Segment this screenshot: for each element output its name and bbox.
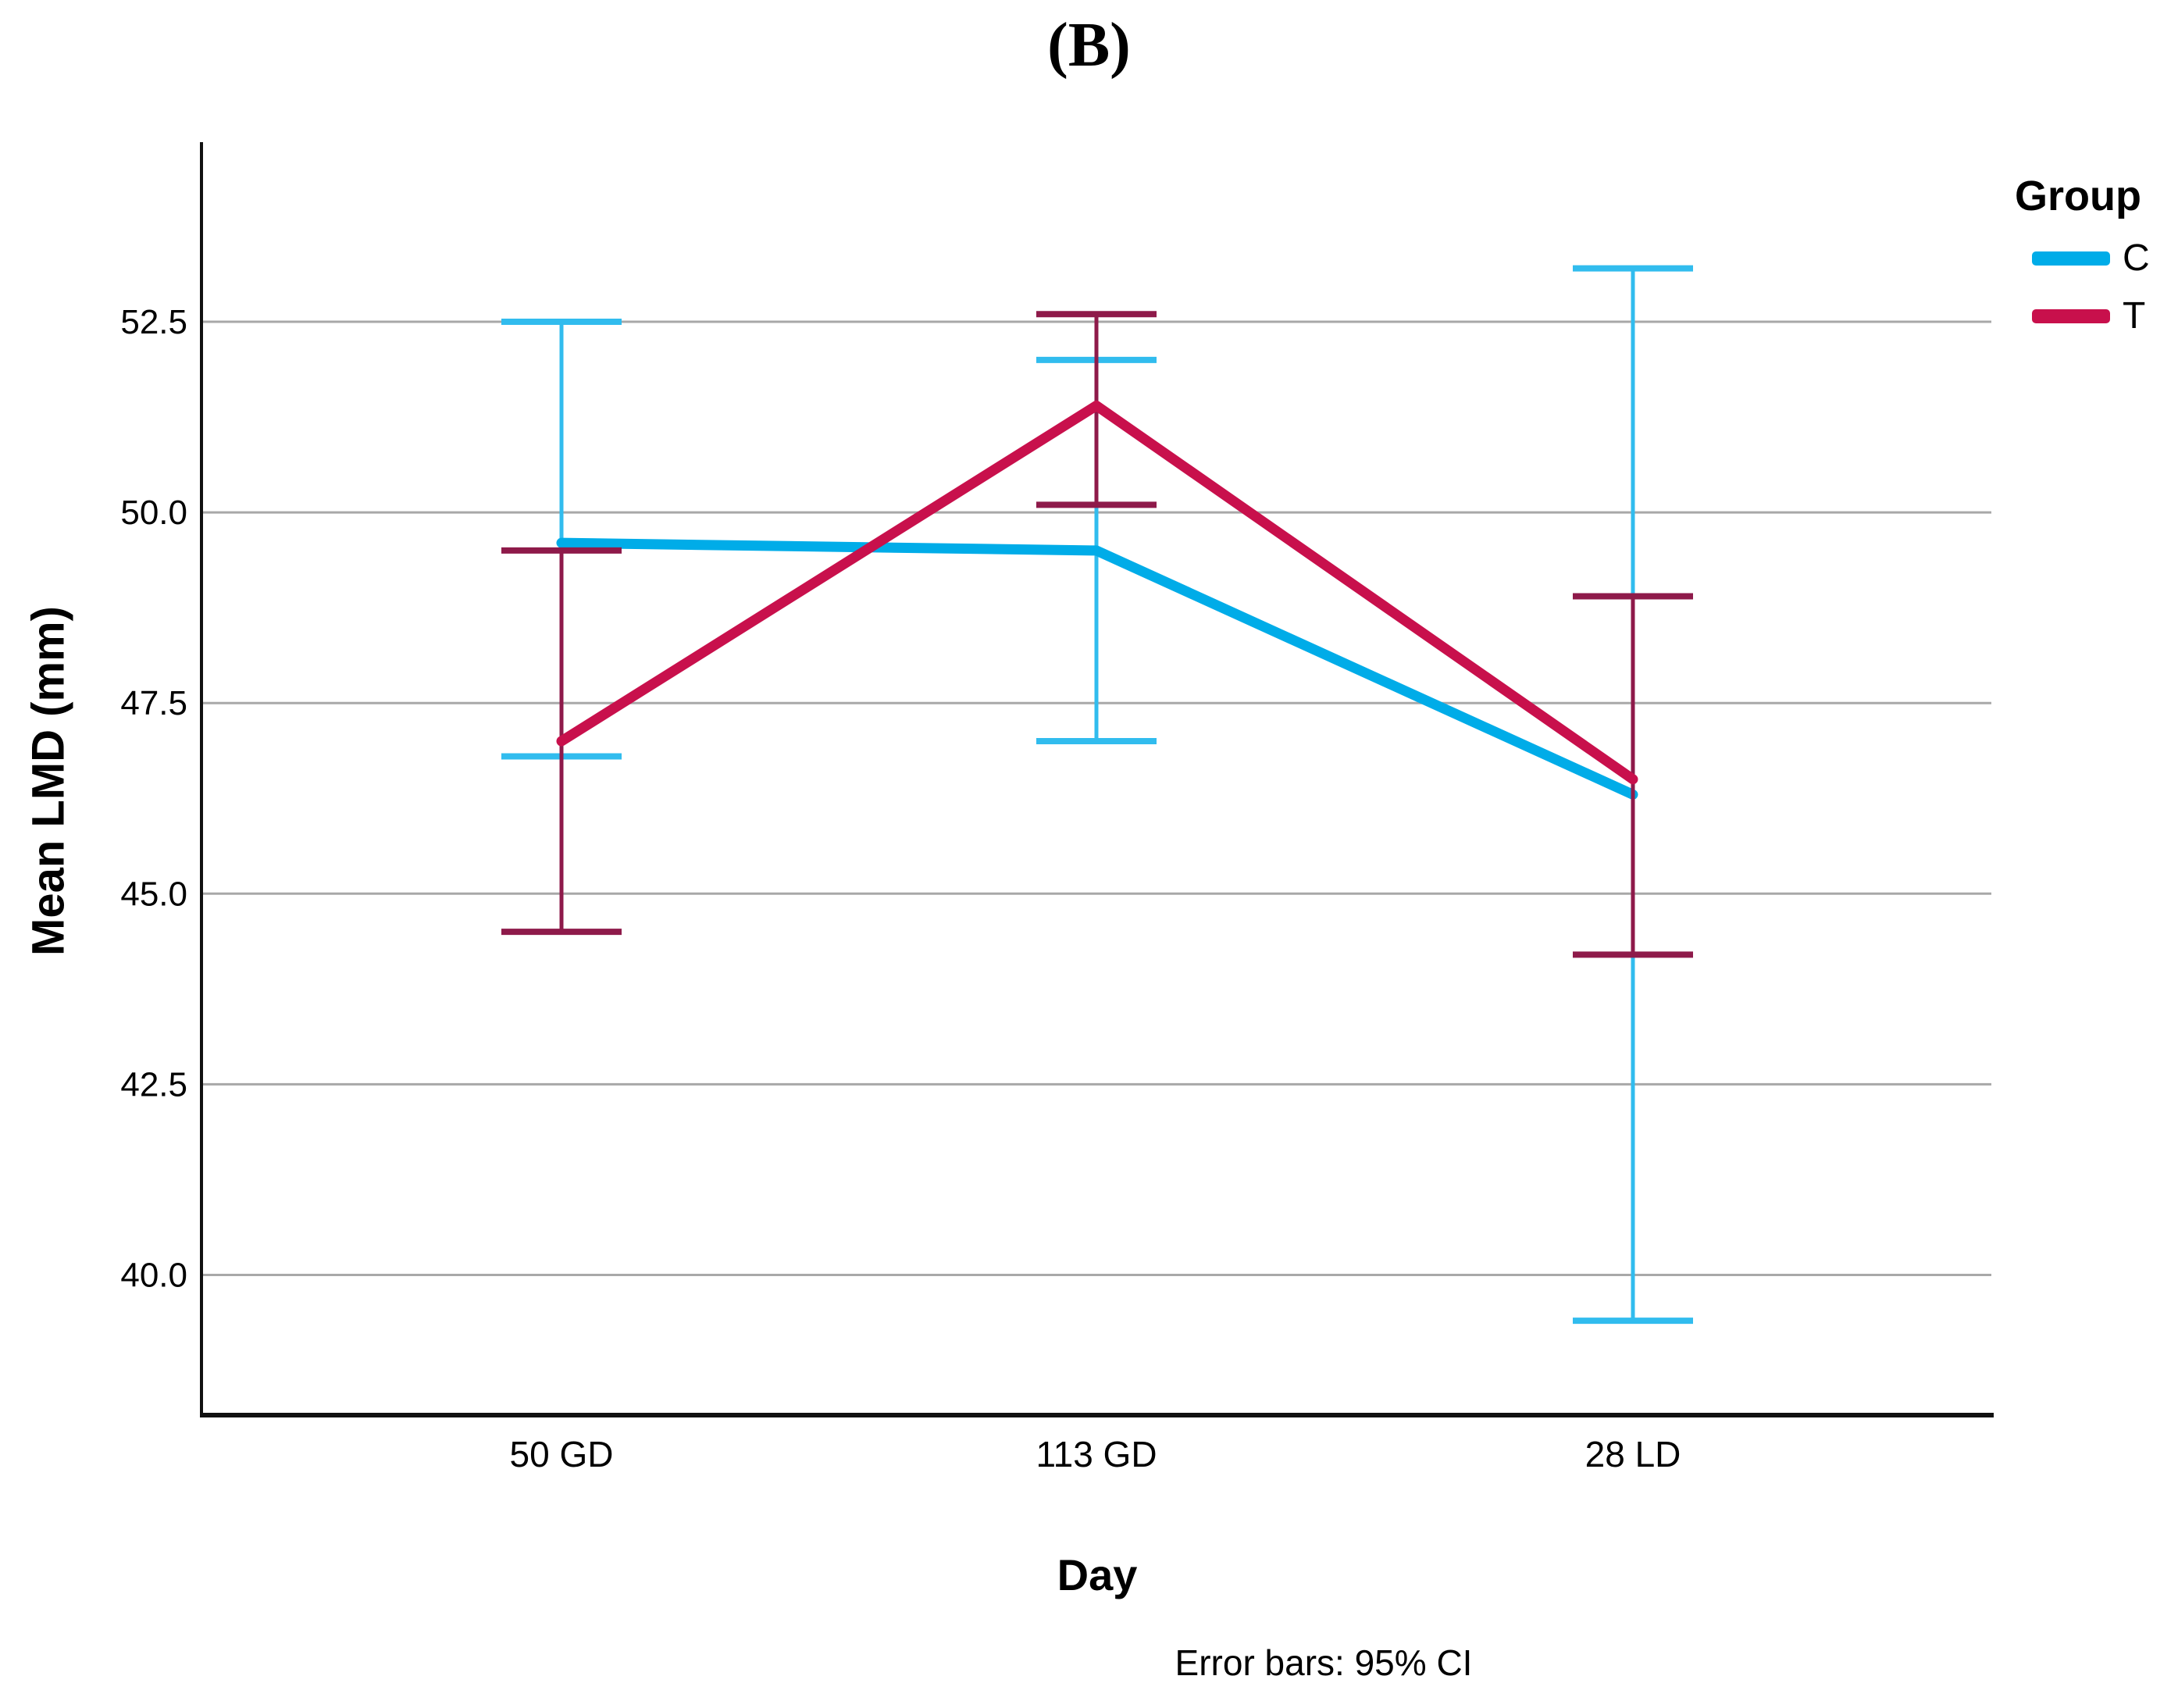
legend-entry-c: C xyxy=(2015,240,2150,277)
x-tick-label: 50 GD xyxy=(510,1434,614,1474)
y-tick-label: 52.5 xyxy=(120,303,187,341)
y-tick-label: 47.5 xyxy=(120,684,187,722)
y-tick-label: 40.0 xyxy=(120,1257,187,1295)
chart-title: (B) xyxy=(1047,11,1131,80)
series-t-swatch-icon xyxy=(2032,309,2110,324)
series-c-swatch-icon xyxy=(2032,251,2110,266)
x-tick-label: 113 GD xyxy=(1036,1434,1157,1474)
legend-title: Group xyxy=(2015,173,2141,219)
y-tick-label: 42.5 xyxy=(120,1065,187,1104)
x-axis-title: Day xyxy=(1057,1550,1138,1599)
series-line-t xyxy=(556,400,1638,785)
y-tick-label: 45.0 xyxy=(120,875,187,913)
legend-label-t: T xyxy=(2123,295,2146,337)
series-line-c xyxy=(556,537,1638,800)
y-tick-label: 50.0 xyxy=(120,494,187,532)
legend: Group C T xyxy=(2015,173,2150,335)
legend-label-c: C xyxy=(2123,237,2150,280)
legend-entry-t: T xyxy=(2015,298,2150,335)
x-tick-label: 28 LD xyxy=(1585,1434,1681,1474)
error-bars-footnote: Error bars: 95% CI xyxy=(1175,1642,1473,1683)
